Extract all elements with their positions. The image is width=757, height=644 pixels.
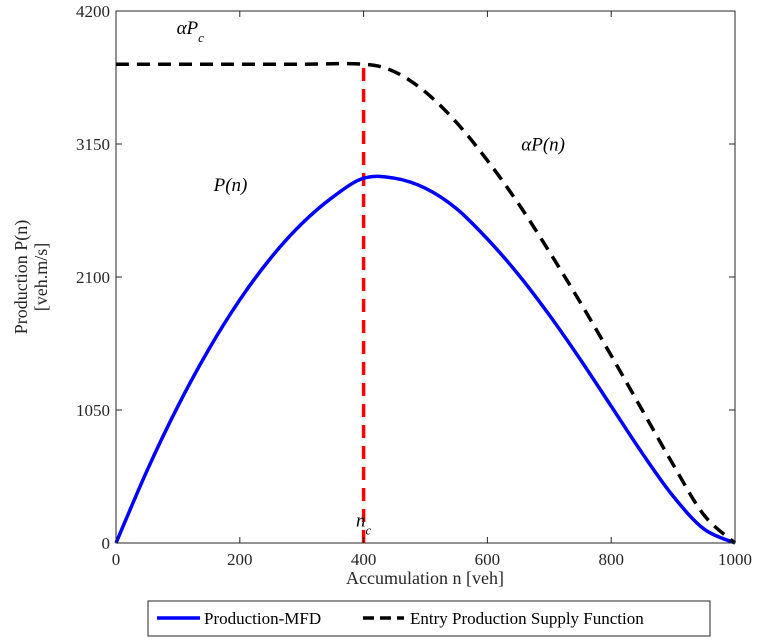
legend-box [147, 600, 711, 637]
y-axis-label-line2: [veh.m/s] [31, 243, 51, 311]
y-axis-label-line1: Production P(n) [11, 220, 32, 335]
x-tick-label: 200 [227, 550, 253, 569]
chart-marks [114, 61, 737, 545]
legend: Production-MFD Entry Production Supply F… [147, 600, 711, 637]
x-tick-label: 600 [475, 550, 501, 569]
y-tick-label: 4200 [76, 2, 110, 21]
y-tick-label: 1050 [76, 401, 110, 420]
y-tick-label: 2100 [76, 268, 110, 287]
x-axis-label: Accumulation n [veh] [346, 568, 504, 588]
y-tick-label: 3150 [76, 135, 110, 154]
legend-label-entry-supply: Entry Production Supply Function [410, 609, 644, 628]
y-tick-label: 0 [102, 534, 111, 553]
axis-ticks: 0 200 400 600 800 1000 0 1050 2100 3150 4200 [76, 2, 752, 569]
legend-label-production-mfd: Production-MFD [204, 609, 321, 628]
x-tick-label: 800 [598, 550, 624, 569]
plot-area [115, 10, 736, 544]
x-tick-label: 1000 [718, 550, 752, 569]
x-tick-label: 400 [351, 550, 377, 569]
series-line-entry-supply [115, 61, 737, 545]
chart-annotation: αP(n) [521, 134, 565, 155]
chart-annotation: P(n) [213, 175, 248, 196]
x-tick-label: 0 [112, 550, 121, 569]
series-line-production-mfd [114, 174, 736, 545]
